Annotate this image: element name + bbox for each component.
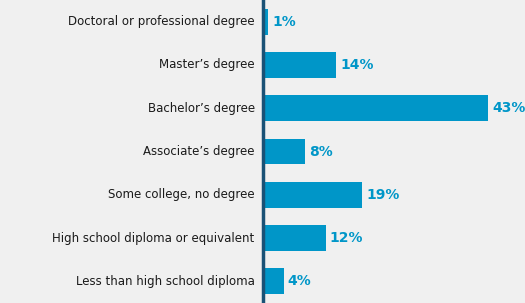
Text: 19%: 19% xyxy=(366,188,400,202)
Text: 43%: 43% xyxy=(492,101,525,115)
Text: 14%: 14% xyxy=(340,58,374,72)
Bar xyxy=(262,52,336,78)
Text: High school diploma or equivalent: High school diploma or equivalent xyxy=(52,231,255,245)
Text: Associate’s degree: Associate’s degree xyxy=(143,145,255,158)
Text: Less than high school diploma: Less than high school diploma xyxy=(76,275,255,288)
Bar xyxy=(262,138,304,165)
Text: Bachelor’s degree: Bachelor’s degree xyxy=(148,102,255,115)
Bar xyxy=(262,225,326,251)
Bar xyxy=(262,9,268,35)
Text: Master’s degree: Master’s degree xyxy=(159,58,255,72)
Text: Doctoral or professional degree: Doctoral or professional degree xyxy=(68,15,255,28)
Text: 4%: 4% xyxy=(288,274,311,288)
Text: 1%: 1% xyxy=(272,15,296,29)
Text: 12%: 12% xyxy=(330,231,363,245)
Bar xyxy=(262,268,284,294)
Bar xyxy=(262,95,488,121)
Text: 8%: 8% xyxy=(309,145,332,158)
Bar xyxy=(262,182,362,208)
Text: Some college, no degree: Some college, no degree xyxy=(108,188,255,201)
